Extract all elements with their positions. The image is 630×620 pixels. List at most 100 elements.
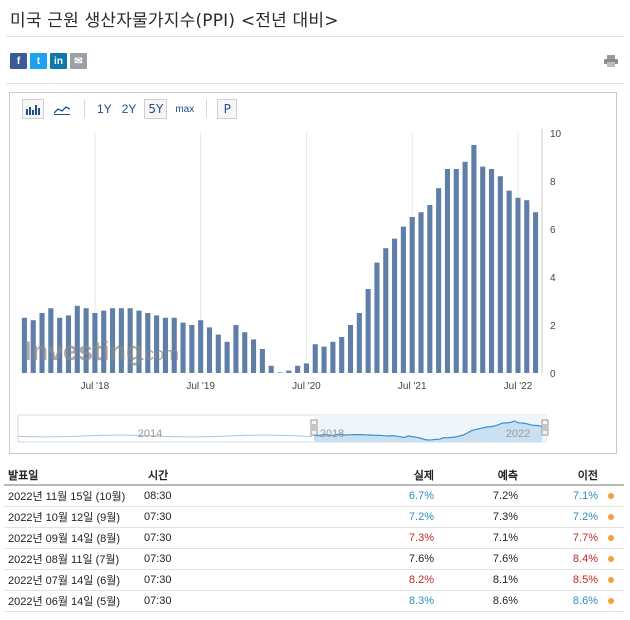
x-tick-label: Jul '22 — [504, 381, 533, 392]
p-button[interactable]: P — [217, 99, 238, 119]
twitter-share-button[interactable]: t — [30, 53, 47, 69]
header-time: 시간 — [148, 470, 169, 482]
bar-2020-08 — [303, 363, 309, 373]
bar-2019-06 — [180, 322, 186, 373]
bar-2019-02 — [145, 313, 151, 373]
table-row: 2022년 10월 12일 (9월) 07:30 7.2% 7.3% 7.2% — [4, 507, 624, 528]
row-date: 2022년 07월 14일 (6월) — [8, 575, 121, 587]
email-share-button[interactable]: ✉ — [70, 53, 87, 69]
bar-2018-02 — [39, 313, 45, 373]
y-tick-label: 10 — [550, 129, 562, 140]
bar-2019-05 — [171, 317, 177, 373]
row-time: 07:30 — [144, 532, 172, 544]
alert-dot-icon[interactable] — [608, 514, 614, 520]
navigator-year-label: 2018 — [320, 428, 344, 440]
bar-2020-03 — [259, 349, 265, 373]
bar-2020-01 — [242, 332, 248, 373]
row-actual: 7.2% — [408, 511, 434, 523]
linkedin-share-button[interactable]: in — [50, 53, 67, 69]
chart-bars — [21, 145, 539, 373]
bar-2019-10 — [215, 334, 221, 373]
bar-2019-09 — [206, 327, 213, 373]
chart-toolbar: 1Y 2Y 5Y max P — [22, 98, 238, 120]
share-divider — [6, 83, 624, 84]
bar-chart-icon — [26, 104, 40, 115]
bar-2022-07 — [506, 190, 512, 373]
row-date: 2022년 09월 14일 (8월) — [8, 533, 121, 545]
navigator-right-handle[interactable] — [541, 419, 549, 436]
bar-2019-04 — [162, 317, 168, 373]
bar-2020-06 — [286, 370, 292, 373]
bar-2022-06 — [497, 176, 503, 373]
row-previous: 8.6% — [572, 595, 598, 607]
row-forecast: 7.3% — [492, 511, 518, 523]
share-bar: f t in ✉ — [10, 53, 87, 69]
table-row: 2022년 07월 14일 (6월) 07:30 8.2% 8.1% 8.5% — [4, 570, 624, 591]
bar-2018-04 — [57, 317, 63, 373]
bar-2022-08 — [515, 197, 521, 373]
bar-2019-07 — [189, 325, 195, 373]
range-1y-button[interactable]: 1Y — [97, 102, 112, 116]
bar-2018-01 — [30, 320, 36, 373]
chart-container: 1Y 2Y 5Y max P 0 2 4 6 8 10 Jul '18 Jul '19 Jul… — [9, 92, 617, 454]
bar-2021-11 — [436, 188, 442, 373]
y-tick-label: 8 — [550, 177, 556, 188]
y-tick-label: 4 — [550, 273, 556, 284]
table-body: 2022년 11월 15일 (10월) 08:30 6.7% 7.2% 7.1% 2022… — [4, 486, 624, 612]
bar-2021-05 — [383, 248, 389, 373]
table-row: 2022년 08월 11일 (7월) 07:30 7.6% 7.6% 8.4% — [4, 549, 624, 570]
bar-2022-02 — [462, 161, 468, 373]
area-chart-icon — [54, 105, 70, 115]
print-icon[interactable] — [604, 55, 618, 67]
range-navigator[interactable]: 2014 2018 2022 — [17, 414, 549, 443]
range-5y-button[interactable]: 5Y — [144, 99, 168, 119]
navigator-year-label: 2014 — [138, 428, 162, 440]
alert-dot-icon[interactable] — [608, 493, 614, 499]
range-2y-button[interactable]: 2Y — [121, 102, 137, 116]
bar-2020-05 — [277, 372, 283, 373]
row-forecast: 7.2% — [492, 490, 518, 502]
bar-2018-05 — [65, 315, 72, 373]
bar-2021-03 — [365, 289, 371, 373]
bar-2022-09 — [524, 200, 530, 373]
bar-2017-12 — [21, 317, 27, 373]
row-date: 2022년 08월 11일 (7월) — [8, 554, 120, 566]
alert-dot-icon[interactable] — [608, 535, 614, 541]
row-time: 07:30 — [144, 574, 172, 586]
row-time: 07:30 — [144, 595, 172, 607]
page-title: 미국 근원 생산자물가지수(PPI) <전년 대비> — [10, 11, 339, 31]
y-tick-label: 0 — [550, 369, 556, 380]
bar-2022-05 — [488, 169, 495, 373]
bar-2018-11 — [118, 308, 124, 373]
table-row: 2022년 11월 15일 (10월) 08:30 6.7% 7.2% 7.1% — [4, 486, 624, 507]
bar-2021-07 — [400, 226, 406, 373]
bar-2021-08 — [409, 217, 415, 373]
alert-dot-icon[interactable] — [608, 598, 614, 604]
watermark-suffix: .com — [140, 344, 179, 364]
row-previous: 8.5% — [572, 574, 598, 586]
area-chart-button[interactable] — [50, 99, 74, 119]
row-date: 2022년 11월 15일 (10월) — [8, 491, 126, 503]
navigator-left-handle[interactable] — [310, 419, 318, 436]
x-tick-label: Jul '20 — [292, 381, 321, 392]
row-forecast: 7.6% — [492, 553, 518, 565]
row-actual: 7.6% — [408, 553, 434, 565]
toolbar-separator — [84, 100, 85, 118]
table-row: 2022년 06월 14일 (5월) 07:30 8.3% 8.6% 8.6% — [4, 591, 624, 612]
row-previous: 7.1% — [572, 490, 598, 502]
navigator-line — [313, 420, 543, 441]
navigator-year-label: 2022 — [506, 428, 530, 440]
bar-2022-01 — [453, 169, 459, 373]
bar-chart-button[interactable] — [22, 99, 44, 119]
bar-2018-12 — [127, 308, 133, 373]
navigator-history-line — [17, 434, 313, 438]
alert-dot-icon[interactable] — [608, 577, 614, 583]
range-max-button[interactable]: max — [175, 103, 195, 115]
alert-dot-icon[interactable] — [608, 556, 614, 562]
bar-2020-04 — [268, 365, 274, 373]
bar-2018-06 — [74, 305, 80, 373]
header-actual: 실제 — [413, 470, 434, 482]
header-date: 발표일 — [8, 470, 39, 482]
facebook-share-button[interactable]: f — [10, 53, 27, 69]
